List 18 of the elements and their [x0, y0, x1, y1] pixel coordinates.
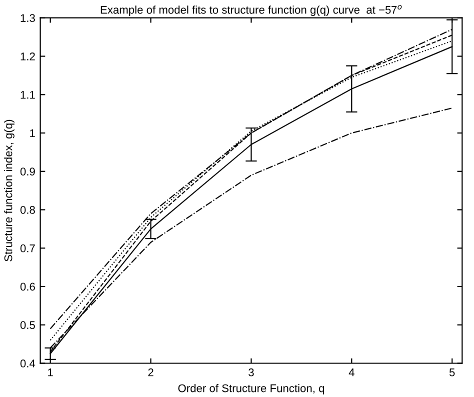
y-tick-label: 1.3	[20, 14, 35, 22]
y-tick-label: 1.1	[20, 91, 35, 99]
x-tick-label: 3	[248, 368, 254, 376]
y-tick-label: 0.4	[20, 360, 36, 368]
y-tick-label: 0.9	[20, 168, 35, 176]
y-axis-title: Structure function index, g(q)	[4, 120, 14, 262]
y-tick-label: 0.8	[20, 206, 35, 214]
y-tick-label: 0.7	[20, 244, 35, 252]
x-tick-label: 1	[48, 368, 53, 376]
y-tick-label: 0.5	[20, 321, 35, 330]
y-tick-label: 1.2	[20, 52, 35, 60]
x-axis-title: Order of Structure Function, q	[178, 384, 324, 394]
x-tick-label: 2	[148, 368, 154, 376]
x-tick-label: 5	[449, 368, 455, 376]
chart-title: Example of model fits to structure function g(q) curve at −57$^{o}$	[100, 5, 402, 16]
y-tick-label: 0.6	[20, 282, 35, 291]
y-tick-label: 1	[30, 129, 35, 138]
x-tick-label: 4	[348, 368, 354, 376]
